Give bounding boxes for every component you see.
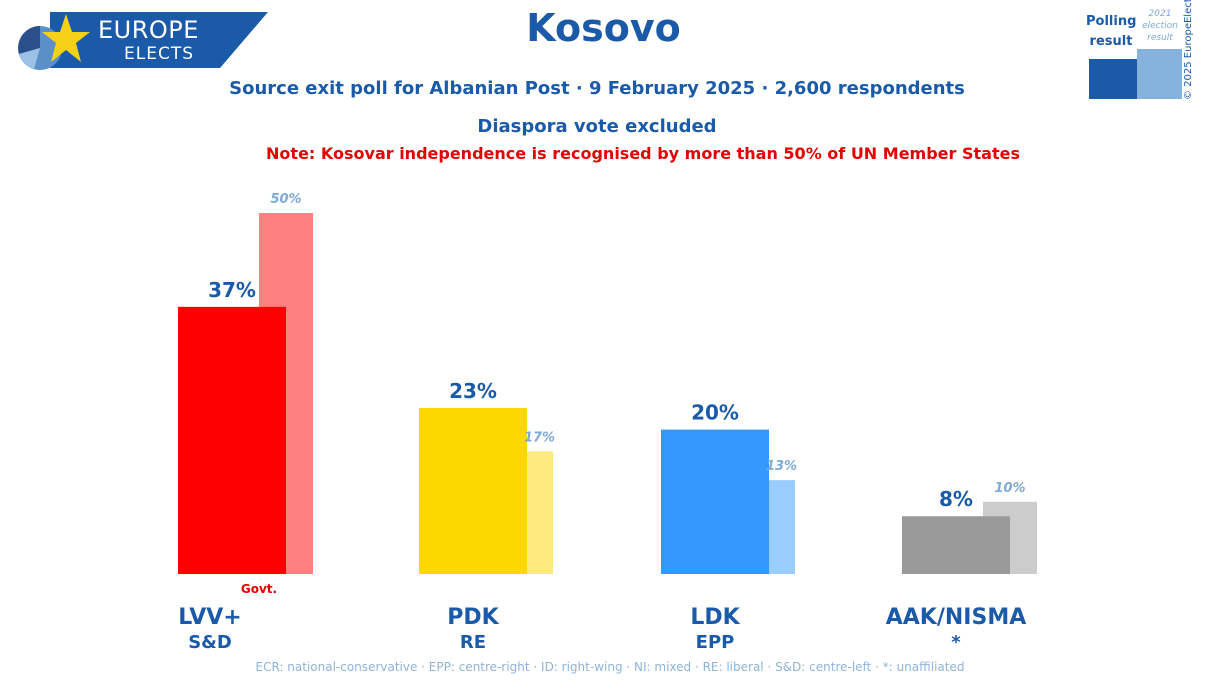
bar-poll-2 xyxy=(661,429,769,574)
legend-polling-line2: result xyxy=(1089,34,1133,49)
value-label-2021-1: 17% xyxy=(524,430,555,445)
bar-poll-0 xyxy=(178,306,286,574)
group-label-1: RE xyxy=(460,632,486,653)
logo-emblem-icon xyxy=(18,14,90,70)
value-label-poll-1: 23% xyxy=(449,379,497,403)
bar-poll-1 xyxy=(419,407,527,574)
group-label-3: * xyxy=(951,632,961,653)
bar-2021-2 xyxy=(768,480,795,574)
bar-poll-3 xyxy=(902,516,1010,574)
category-label-3: AAK/NISMA xyxy=(886,605,1027,630)
legend-polling-line1: Polling xyxy=(1086,14,1137,29)
legend: Polling result 2021 election result xyxy=(1086,8,1196,103)
chart-note: Note: Kosovar independence is recognised… xyxy=(266,144,1020,163)
category-label-0: LVV+ xyxy=(178,605,241,630)
value-label-2021-0: 50% xyxy=(270,192,301,207)
group-label-2: EPP xyxy=(696,632,735,653)
value-label-poll-2: 20% xyxy=(691,401,739,425)
category-label-1: PDK xyxy=(447,605,499,630)
legend-previous-swatch xyxy=(1137,49,1182,99)
europe-elects-logo: EUROPE ELECTS xyxy=(10,10,268,70)
footer-legend: ECR: national-conservative · EPP: centre… xyxy=(255,660,965,674)
legend-polling-swatch xyxy=(1089,59,1137,99)
legend-polling-label: Polling result xyxy=(1086,12,1136,52)
chart-subtitle: Source exit poll for Albanian Post · 9 F… xyxy=(229,78,965,99)
group-label-0: S&D xyxy=(188,632,232,653)
chart-title: Kosovo xyxy=(526,6,681,50)
value-label-poll-3: 8% xyxy=(939,487,973,511)
category-label-2: LDK xyxy=(690,605,740,630)
value-label-2021-3: 10% xyxy=(994,481,1025,496)
legend-prev-line2: election xyxy=(1142,21,1178,31)
chart-subtitle-diaspora: Diaspora vote excluded xyxy=(477,116,717,137)
bar-2021-1 xyxy=(526,451,553,574)
annotation-govt-0: Govt. xyxy=(241,582,277,596)
logo-text-elects: ELECTS xyxy=(124,44,194,64)
legend-prev-line3: result xyxy=(1147,33,1173,43)
legend-previous-label: 2021 election result xyxy=(1136,8,1184,44)
value-label-poll-0: 37% xyxy=(208,278,256,302)
logo-text-europe: EUROPE xyxy=(98,16,199,44)
value-label-2021-2: 13% xyxy=(766,459,797,474)
legend-prev-line1: 2021 xyxy=(1148,9,1172,19)
